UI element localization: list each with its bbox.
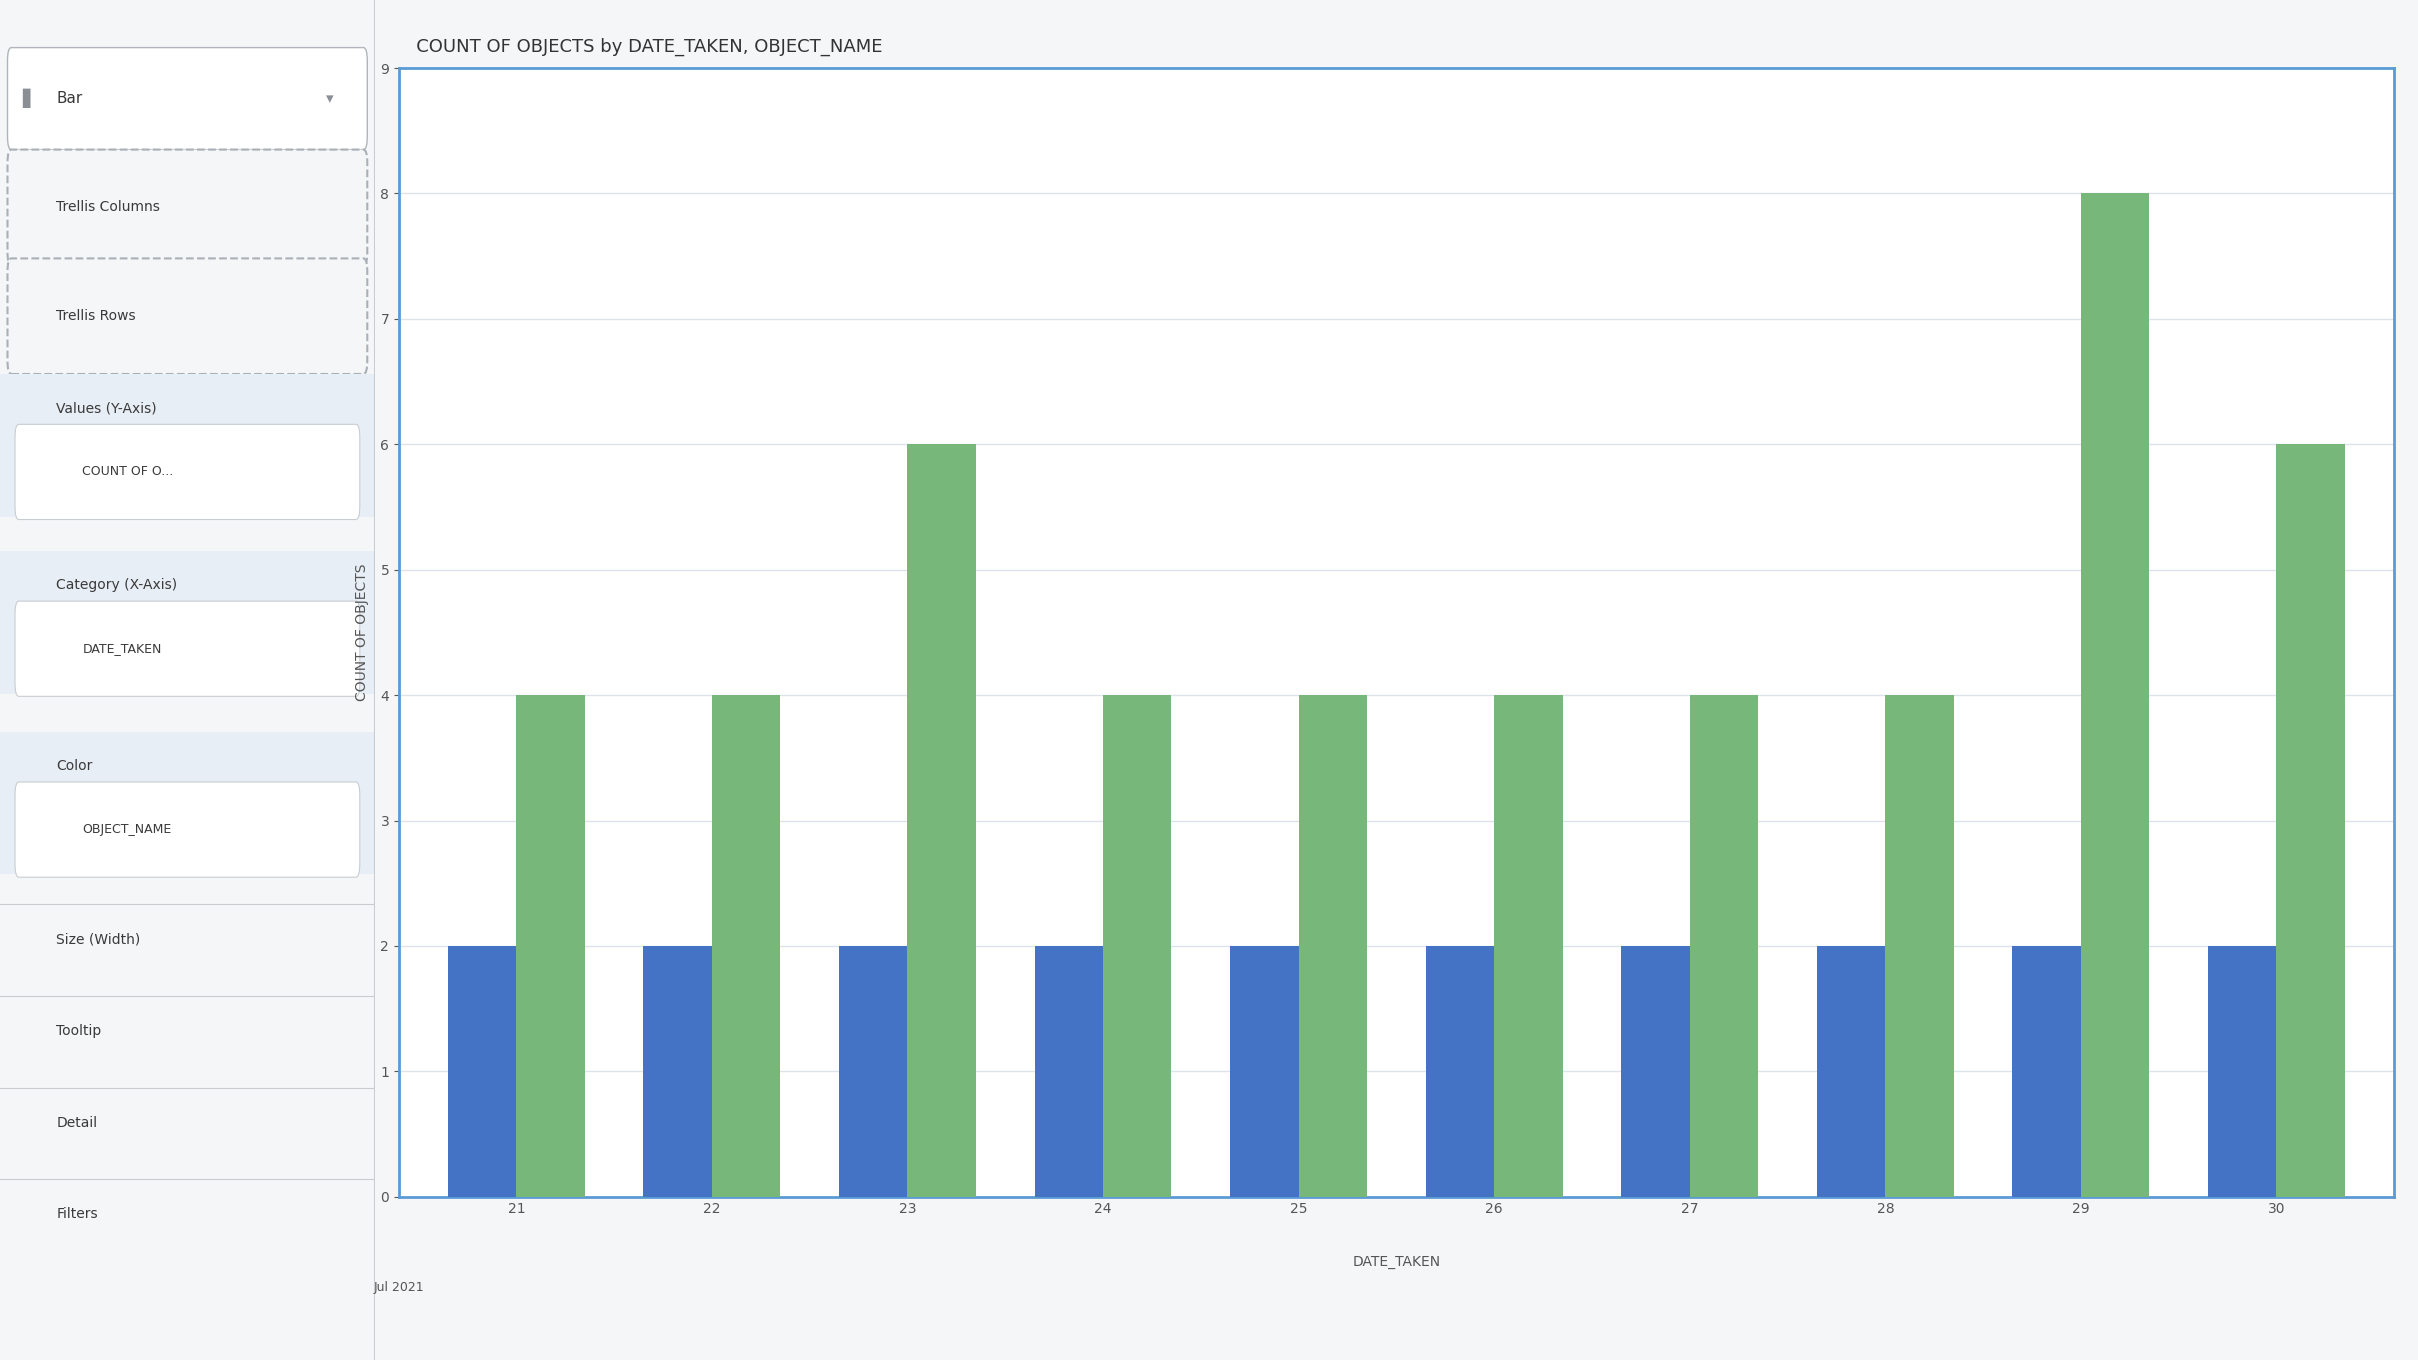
Bar: [1298, 695, 1366, 1197]
X-axis label: DATE_TAKEN: DATE_TAKEN: [1352, 1254, 1441, 1269]
Text: Category (X-Axis): Category (X-Axis): [56, 578, 177, 592]
Bar: [1886, 695, 1954, 1197]
Bar: [517, 695, 585, 1197]
Bar: [907, 445, 977, 1197]
Bar: [643, 947, 711, 1197]
Y-axis label: COUNT OF OBJECTS: COUNT OF OBJECTS: [355, 563, 370, 702]
Text: Trellis Columns: Trellis Columns: [56, 200, 160, 215]
FancyBboxPatch shape: [0, 732, 375, 874]
Text: DATE_TAKEN: DATE_TAKEN: [82, 642, 162, 656]
Bar: [1035, 947, 1103, 1197]
FancyBboxPatch shape: [0, 374, 375, 517]
Text: Detail: Detail: [56, 1117, 97, 1130]
FancyBboxPatch shape: [15, 601, 360, 696]
Bar: [2012, 947, 2082, 1197]
Bar: [1816, 947, 1886, 1197]
FancyBboxPatch shape: [0, 904, 375, 975]
Text: OBJECT_NAME: OBJECT_NAME: [82, 823, 172, 836]
Bar: [447, 947, 517, 1197]
FancyBboxPatch shape: [15, 782, 360, 877]
FancyBboxPatch shape: [0, 551, 375, 694]
Bar: [2082, 193, 2150, 1197]
FancyBboxPatch shape: [7, 150, 368, 265]
Bar: [839, 947, 907, 1197]
Text: ▌: ▌: [22, 88, 39, 109]
FancyBboxPatch shape: [0, 996, 375, 1066]
Bar: [2208, 947, 2275, 1197]
Bar: [1103, 695, 1170, 1197]
Bar: [1427, 947, 1494, 1197]
Bar: [1622, 947, 1690, 1197]
Text: ▾: ▾: [326, 91, 334, 106]
Bar: [1690, 695, 1758, 1197]
FancyBboxPatch shape: [7, 48, 368, 150]
Text: COUNT OF OBJECTS by DATE_TAKEN, OBJECT_NAME: COUNT OF OBJECTS by DATE_TAKEN, OBJECT_N…: [399, 37, 883, 56]
Text: Trellis Rows: Trellis Rows: [56, 309, 135, 324]
Text: Filters: Filters: [56, 1208, 97, 1221]
Text: Tooltip: Tooltip: [56, 1024, 102, 1038]
FancyBboxPatch shape: [0, 1088, 375, 1159]
Text: Jul 2021: Jul 2021: [375, 1281, 423, 1295]
Bar: [2275, 445, 2345, 1197]
Text: Color: Color: [56, 759, 92, 772]
Bar: [1494, 695, 1562, 1197]
Text: Bar: Bar: [56, 91, 82, 106]
Text: COUNT OF O...: COUNT OF O...: [82, 465, 174, 479]
Bar: [1231, 947, 1298, 1197]
FancyBboxPatch shape: [15, 424, 360, 520]
FancyBboxPatch shape: [0, 1179, 375, 1250]
Text: Size (Width): Size (Width): [56, 933, 140, 947]
FancyBboxPatch shape: [7, 258, 368, 374]
Bar: [711, 695, 781, 1197]
Text: Values (Y-Axis): Values (Y-Axis): [56, 401, 157, 415]
